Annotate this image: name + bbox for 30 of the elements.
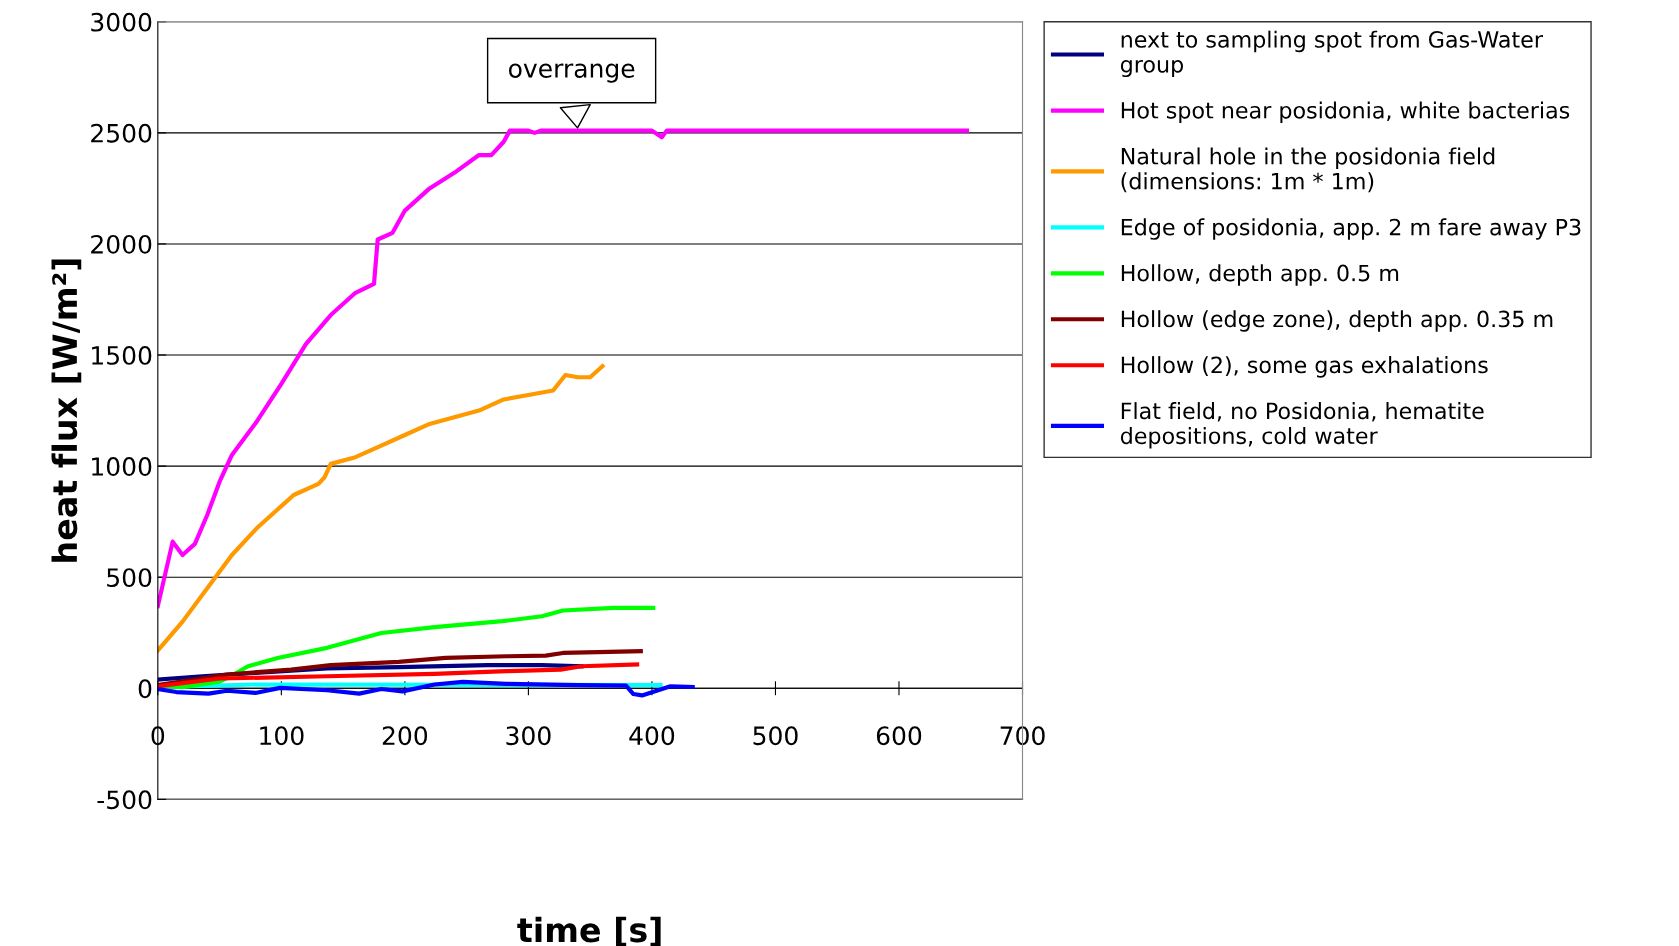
line-series xyxy=(157,679,695,698)
y-tick-label: 500 xyxy=(107,568,152,588)
x-tick-label: 300 xyxy=(506,726,551,746)
y-tick-label: 1000 xyxy=(92,457,152,476)
legend-label: Hollow (edge zone), depth app. 0.35 m xyxy=(1121,310,1553,332)
x-tick-label: 700 xyxy=(1000,726,1045,746)
y-tick-label: 2500 xyxy=(91,123,152,143)
y-tick-label: -500 xyxy=(97,790,152,810)
line-series xyxy=(157,364,605,653)
x-tick-label: 600 xyxy=(876,726,922,746)
annotation: overrange xyxy=(509,63,635,83)
x-tick-label: 200 xyxy=(382,726,428,746)
line-series xyxy=(157,128,970,609)
legend-label: Hollow, depth app. 0.5 m xyxy=(1121,264,1399,286)
x-tick-label: 500 xyxy=(753,726,798,746)
legend-label: Hollow (2), some gas exhalations xyxy=(1121,356,1488,378)
legend-label: Hot spot near posidonia, white bacterias xyxy=(1121,101,1570,123)
x-tick-label: 400 xyxy=(629,726,675,746)
y-tick-label: 2000 xyxy=(91,234,152,254)
legend-label: Flat field, no Posidonia, hematite depositions, cold water xyxy=(1120,402,1484,449)
x-axis-title: time [s] xyxy=(517,916,661,946)
legend-label: Edge of posidonia, app. 2 m fare away P3 xyxy=(1121,218,1581,240)
y-tick-label: 0 xyxy=(138,679,152,699)
line-series xyxy=(157,662,640,689)
y-tick-label: 1500 xyxy=(92,345,152,365)
y-tick-label: 3000 xyxy=(91,12,152,32)
legend-label: next to sampling spot from Gas-Water group xyxy=(1120,30,1543,78)
x-tick-label: 100 xyxy=(260,726,304,746)
y-axis-title: heat flux [W/m²] xyxy=(51,259,82,562)
legend-label: Natural hole in the posidonia field (dimensions: 1m * 1m) xyxy=(1121,147,1495,193)
